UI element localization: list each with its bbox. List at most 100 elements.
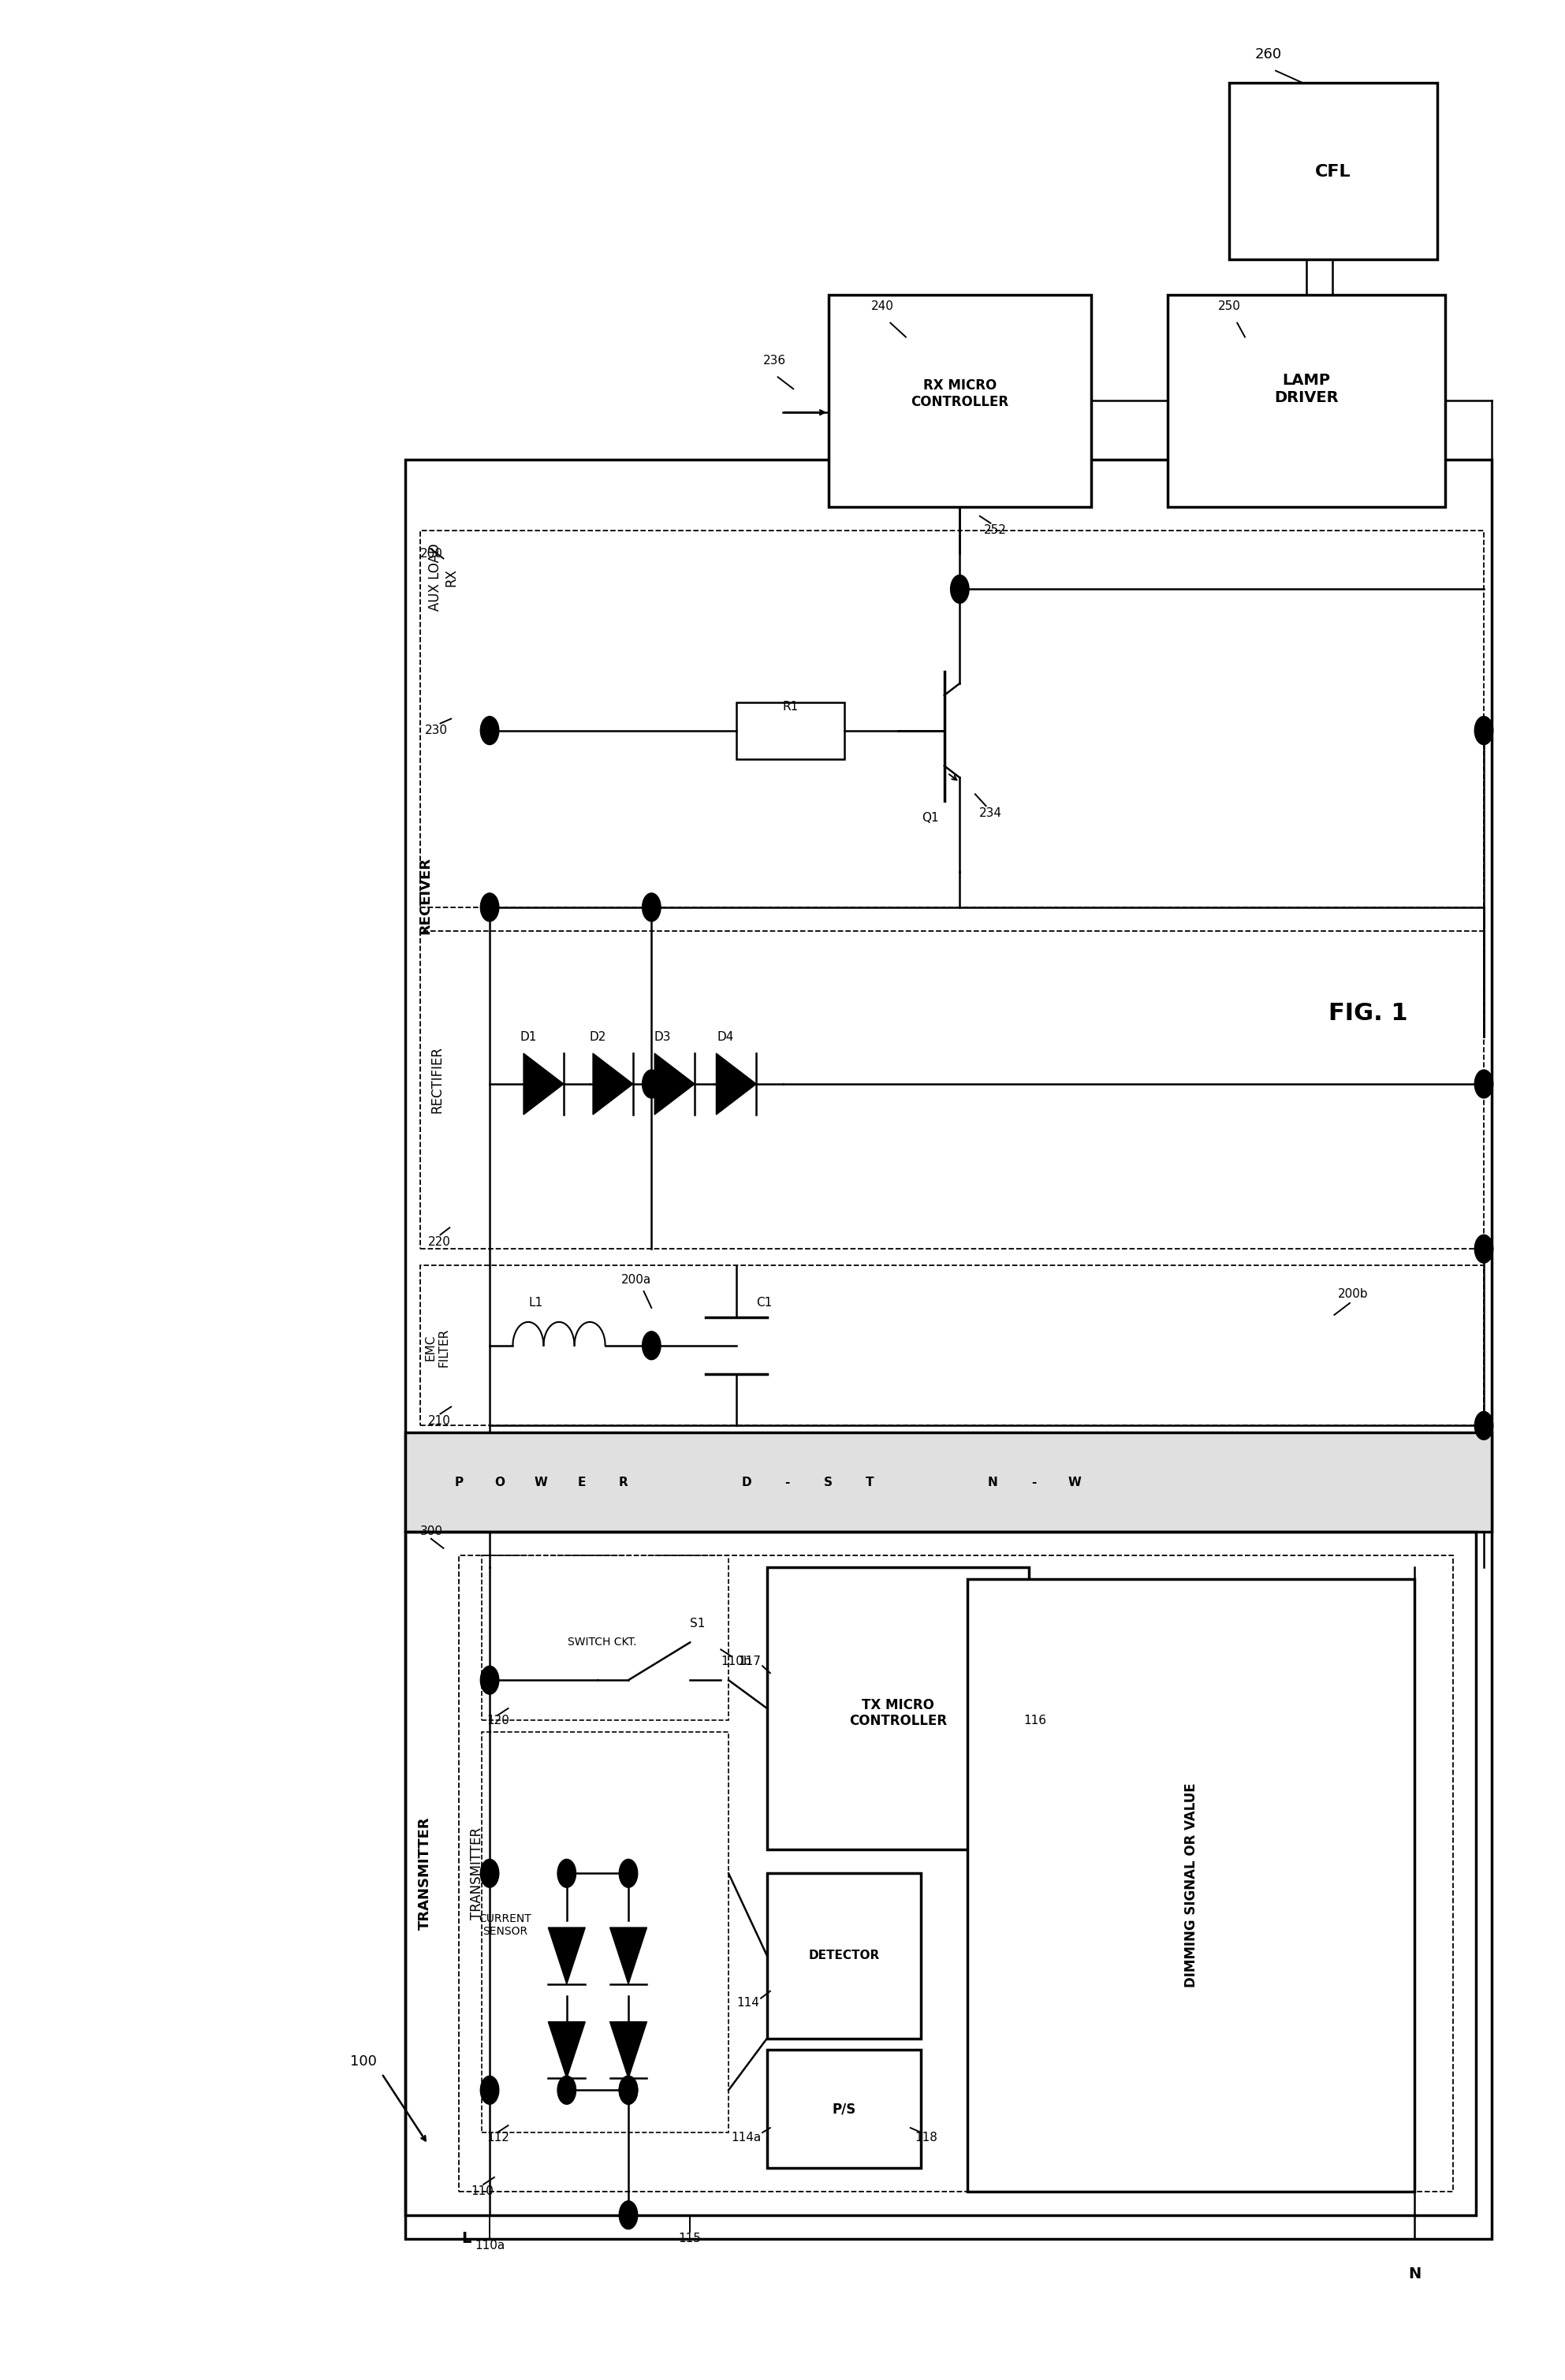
Text: L1: L1 xyxy=(529,1297,543,1309)
Text: P: P xyxy=(454,1476,463,1488)
Text: TRANSMITTER: TRANSMITTER xyxy=(418,1816,432,1930)
Text: 200b: 200b xyxy=(1338,1288,1368,1299)
Bar xyxy=(459,1554,1452,2192)
Text: N: N xyxy=(988,1476,997,1488)
Text: 110a: 110a xyxy=(474,2240,505,2251)
Text: 100: 100 xyxy=(351,2054,377,2068)
Text: 116: 116 xyxy=(1024,1714,1047,1725)
Bar xyxy=(967,1578,1415,2192)
Bar xyxy=(421,531,1484,907)
Text: RECTIFIER: RECTIFIER xyxy=(430,1045,444,1114)
Text: S1: S1 xyxy=(690,1618,706,1630)
Text: D2: D2 xyxy=(588,1031,606,1042)
Text: 250: 250 xyxy=(1218,300,1241,312)
Text: 114: 114 xyxy=(737,1997,759,2009)
Bar xyxy=(767,1873,922,2037)
Text: 114a: 114a xyxy=(731,2132,761,2142)
Text: 110: 110 xyxy=(471,2185,495,2197)
Text: E: E xyxy=(577,1476,585,1488)
Text: CURRENT
SENSOR: CURRENT SENSOR xyxy=(479,1914,532,1937)
Text: W: W xyxy=(534,1476,548,1488)
Polygon shape xyxy=(524,1054,563,1114)
Polygon shape xyxy=(548,2021,585,2078)
Circle shape xyxy=(1474,716,1493,745)
Text: 120: 120 xyxy=(487,1714,509,1725)
Text: 230: 230 xyxy=(426,724,448,735)
Bar xyxy=(405,1433,1491,1533)
Text: R1: R1 xyxy=(782,702,798,714)
Text: 210: 210 xyxy=(427,1416,451,1428)
Bar xyxy=(1167,295,1446,507)
Circle shape xyxy=(480,1859,499,1887)
Text: AUX LOAD
RX: AUX LOAD RX xyxy=(429,543,459,612)
Text: S: S xyxy=(825,1476,833,1488)
Text: C1: C1 xyxy=(756,1297,772,1309)
Text: LAMP
DRIVER: LAMP DRIVER xyxy=(1274,374,1338,405)
Text: P/S: P/S xyxy=(833,2102,856,2116)
Circle shape xyxy=(950,576,969,602)
Circle shape xyxy=(480,2075,499,2104)
Text: 220: 220 xyxy=(427,1235,451,1247)
Circle shape xyxy=(620,2075,637,2104)
Text: L: L xyxy=(462,2230,471,2247)
Text: RECEIVER: RECEIVER xyxy=(418,857,432,933)
Polygon shape xyxy=(548,1928,585,1985)
Text: -: - xyxy=(784,1476,790,1488)
Circle shape xyxy=(557,1859,576,1887)
Text: TX MICRO
CONTROLLER: TX MICRO CONTROLLER xyxy=(850,1697,947,1728)
Text: D: D xyxy=(742,1476,751,1488)
Text: 115: 115 xyxy=(679,2232,701,2244)
Circle shape xyxy=(1474,1411,1493,1440)
Text: DIMMING SIGNAL OR VALUE: DIMMING SIGNAL OR VALUE xyxy=(1183,1783,1199,1987)
Circle shape xyxy=(480,1666,499,1695)
Polygon shape xyxy=(654,1054,695,1114)
Text: N: N xyxy=(1408,2266,1421,2282)
Text: 240: 240 xyxy=(872,300,894,312)
Text: D1: D1 xyxy=(520,1031,537,1042)
Bar xyxy=(767,1566,1030,1849)
Bar xyxy=(421,931,1484,1250)
Bar xyxy=(482,1733,729,2132)
Polygon shape xyxy=(717,1054,756,1114)
Text: 112: 112 xyxy=(487,2132,509,2142)
Bar xyxy=(829,295,1091,507)
Bar xyxy=(405,459,1491,2240)
Text: 117: 117 xyxy=(739,1656,761,1666)
Circle shape xyxy=(642,892,660,921)
Circle shape xyxy=(1474,1071,1493,1097)
Bar xyxy=(736,702,844,759)
Text: D3: D3 xyxy=(654,1031,671,1042)
Text: SWITCH CKT.: SWITCH CKT. xyxy=(568,1637,637,1647)
Polygon shape xyxy=(610,1928,646,1985)
Text: RX MICRO
CONTROLLER: RX MICRO CONTROLLER xyxy=(911,378,1009,409)
Bar xyxy=(1230,83,1438,259)
Text: -: - xyxy=(1031,1476,1036,1488)
Circle shape xyxy=(557,2075,576,2104)
Circle shape xyxy=(642,1330,660,1359)
Circle shape xyxy=(480,716,499,745)
Text: 234: 234 xyxy=(980,807,1002,819)
Text: 110b: 110b xyxy=(721,1656,751,1666)
Text: D4: D4 xyxy=(717,1031,734,1042)
Text: 236: 236 xyxy=(764,355,786,367)
Circle shape xyxy=(620,2202,637,2230)
Circle shape xyxy=(620,1859,637,1887)
Text: DETECTOR: DETECTOR xyxy=(809,1949,880,1961)
Text: CFL: CFL xyxy=(1315,164,1351,181)
Circle shape xyxy=(642,1071,660,1097)
Text: TRANSMITTER: TRANSMITTER xyxy=(470,1828,485,1921)
Text: 252: 252 xyxy=(984,524,1006,536)
Text: R: R xyxy=(618,1476,628,1488)
Circle shape xyxy=(1474,1235,1493,1264)
Text: 300: 300 xyxy=(421,1526,443,1537)
Bar xyxy=(421,1266,1484,1426)
Polygon shape xyxy=(593,1054,632,1114)
Text: FIG. 1: FIG. 1 xyxy=(1329,1002,1408,1026)
Circle shape xyxy=(480,892,499,921)
Circle shape xyxy=(620,2075,637,2104)
Text: 200a: 200a xyxy=(621,1273,651,1285)
Text: O: O xyxy=(495,1476,505,1488)
Bar xyxy=(482,1554,729,1721)
Bar xyxy=(767,2049,922,2168)
Bar xyxy=(405,1533,1476,2216)
